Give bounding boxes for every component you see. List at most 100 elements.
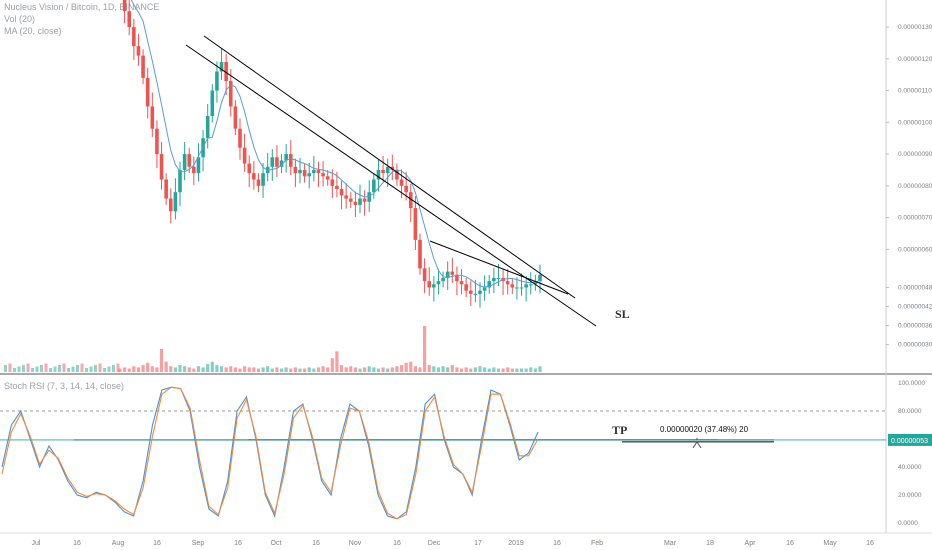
trendline-upper [203,35,576,299]
volume-bar [4,365,7,372]
candle-body [455,274,459,282]
volume-bar [478,366,482,372]
volume-bar [26,363,30,372]
candle-body [325,176,330,180]
volume-bar [312,368,316,372]
measure-arrow [692,441,702,449]
candle-body [242,147,247,164]
volume-bar [432,366,436,372]
volume-legend: Vol (20) [4,14,36,24]
volume-bar [492,367,496,372]
y-tick-label: 0.00000110 [898,88,932,95]
candle-body [284,154,288,161]
candle-body [510,284,515,288]
volume-bar [89,366,93,372]
candle-body [492,277,496,282]
x-tick-label: 16 [786,540,794,547]
volume-bar [316,367,321,372]
x-tick-label: 16 [153,540,161,547]
candle-body [164,179,168,199]
volume-bar [381,367,385,372]
volume-bar [35,366,39,372]
candle-body [445,271,450,278]
volume-bar [80,363,84,372]
x-tick-label: Jul [32,540,41,547]
volume-bar [192,368,196,372]
x-tick-label: 16 [393,540,401,547]
stoch-legend: Stoch RSI (7, 3, 14, 14, close) [4,381,125,391]
volume-bar [40,365,43,372]
pane-separators [0,0,932,534]
candle-body [413,208,418,240]
volume-bar [289,368,293,372]
volume-bar [159,349,164,372]
candle-body [505,281,510,285]
candle-body [141,55,145,78]
stoch-y-label: 100.0000 [898,380,925,387]
candle-body [173,192,178,212]
volume-bar [353,367,357,372]
volume-bar [455,367,459,372]
candle-body [182,154,187,170]
candle-body [187,154,192,167]
x-tick-label: Sep [192,540,205,547]
x-tick-label: 17 [474,540,482,547]
volume-bar [266,366,270,372]
candle-body [256,179,261,186]
volume-bar [344,367,348,372]
x-tick-label: 16 [866,540,874,547]
volume-bar [441,366,445,372]
volume-bar [94,365,97,372]
volume-bar [49,368,52,372]
volume-bar [8,363,12,372]
volume-bar [107,366,111,372]
candle-body [122,0,127,12]
candle-body [436,281,441,285]
candle-body [215,71,219,91]
volume-bar [413,366,417,372]
stoch-y-label: 80.0000 [898,408,922,415]
volume-bar [224,367,228,372]
volume-bar [519,368,524,372]
volume-bar [298,368,302,372]
x-tick-label: May [823,540,837,547]
candle-body [302,169,307,177]
stoch-k-line [1,386,539,520]
candle-body [482,287,487,291]
candle-body [219,61,224,72]
volume-bar [349,366,353,372]
candle-body [432,284,436,288]
candle-body [132,27,136,47]
x-tick-label: Mar [664,540,677,547]
volume-bar [76,365,79,372]
volume-bar [169,366,173,372]
candle-body [136,46,141,56]
candle-body [279,160,284,167]
candle-body [473,293,478,295]
volume-bar [279,368,284,372]
candle-body [298,169,302,174]
volume-bar [210,361,214,372]
y-tick-label: 0.00000048 [898,284,932,291]
x-axis: Jul 16 Aug 16 Sep 16 Oct 16 Nov 16 Dec 17 2019 16 Feb M… [32,540,874,547]
moving-average [130,0,541,288]
candle-body [538,274,542,282]
candle-body [487,281,492,288]
trendline-short [429,240,569,295]
volume-bar [31,368,34,372]
y-axis: 0.00000130 0.00000120 0.00000110 0.00000100… [886,24,932,527]
candle-body [441,277,445,282]
stoch-d-line [1,386,539,520]
volume-bar [459,368,464,372]
volume-bar [196,366,201,372]
y-tick-label: 0.00000042 [898,304,932,311]
candle-body [372,179,376,193]
current-price-label: 0.00000053 [891,438,928,445]
volume-bar [103,368,106,372]
y-tick-label: 0.00000090 [898,151,932,158]
candle-body [385,166,390,174]
candle-body [344,195,348,199]
volume-bar [409,361,413,372]
volume-bar [330,358,334,372]
